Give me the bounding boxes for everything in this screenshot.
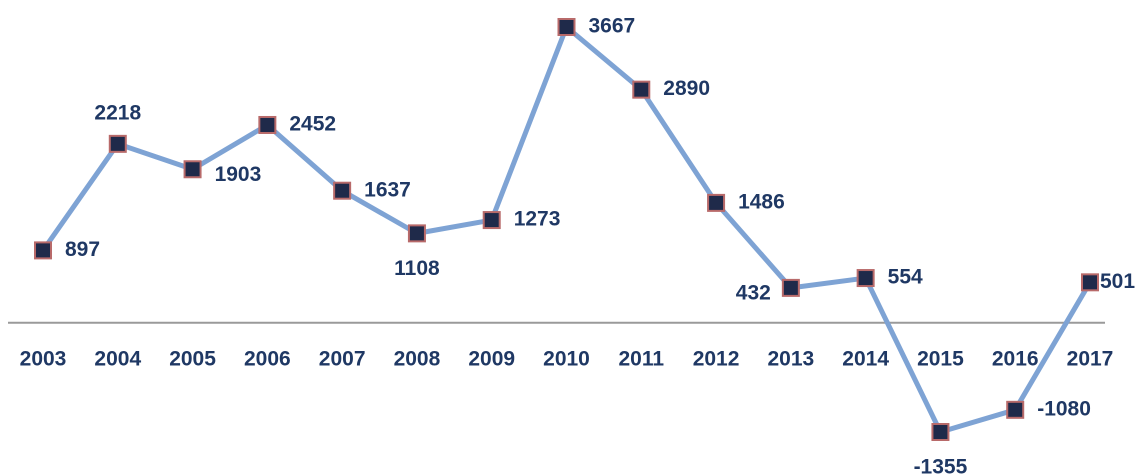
marker [258,115,277,134]
marker [407,224,426,243]
x-tick-label: 2004 [94,348,141,371]
x-tick-label: 2005 [169,348,216,371]
x-tick-label: 2006 [244,348,291,371]
x-tick-label: 2008 [394,348,441,371]
data-label: 554 [888,266,923,289]
marker [856,269,875,288]
marker [108,134,127,153]
x-tick-label: 2015 [917,348,964,371]
x-tick-label: 2007 [319,348,366,371]
x-tick-label: 2014 [842,348,889,371]
data-label: 1273 [514,208,561,231]
data-label: -1080 [1037,397,1091,420]
x-tick-label: 2010 [543,348,590,371]
data-label: 2218 [94,101,141,124]
marker [707,193,726,212]
line [40,24,1093,435]
data-label: 1108 [394,257,440,280]
marker [781,278,800,297]
marker [931,423,950,441]
x-tick-label: 2011 [619,348,665,371]
data-label: 1486 [738,190,785,213]
x-tick-label: 2017 [1067,348,1114,371]
x-tick-label: 2012 [693,348,740,371]
x-tick-label: 2013 [767,348,814,371]
x-tick-label: 2003 [20,348,67,371]
marker [183,160,202,179]
data-label: 2452 [289,113,336,136]
data-label: 501 [1100,270,1135,293]
marker [482,211,501,230]
marker [1081,273,1099,292]
x-tick-label: 2009 [468,348,515,371]
data-label: 897 [65,238,100,261]
data-label: 2890 [663,77,710,100]
data-label: 1637 [364,178,411,201]
marker [1006,400,1025,419]
x-tick-label: 2016 [992,348,1039,371]
marker [557,18,576,36]
marker [34,241,52,260]
data-label: 432 [736,281,771,304]
marker [632,80,651,99]
data-label: -1355 [914,456,968,476]
data-label: 3667 [589,15,636,38]
data-label: 1903 [215,163,262,186]
marker [333,181,352,200]
